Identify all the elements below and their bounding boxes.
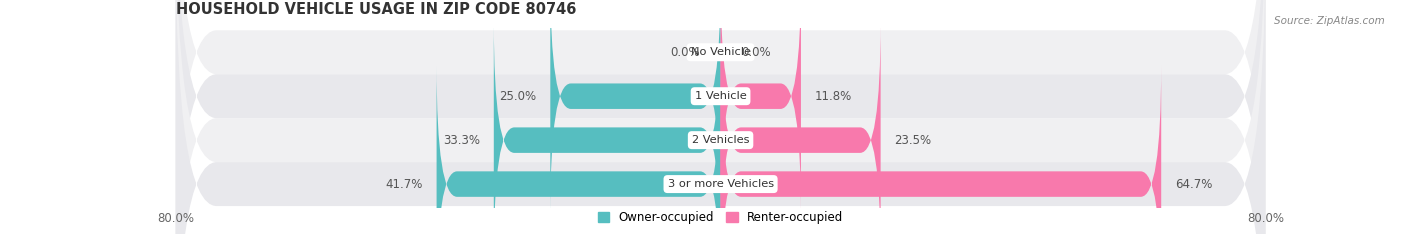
Text: 64.7%: 64.7%	[1175, 178, 1212, 190]
Text: 0.0%: 0.0%	[741, 46, 770, 59]
FancyBboxPatch shape	[176, 0, 1265, 234]
FancyBboxPatch shape	[176, 0, 1265, 234]
FancyBboxPatch shape	[721, 0, 801, 215]
Text: 0.0%: 0.0%	[671, 46, 700, 59]
FancyBboxPatch shape	[176, 0, 1265, 234]
FancyBboxPatch shape	[550, 0, 721, 215]
Text: HOUSEHOLD VEHICLE USAGE IN ZIP CODE 80746: HOUSEHOLD VEHICLE USAGE IN ZIP CODE 8074…	[176, 2, 576, 17]
Text: Source: ZipAtlas.com: Source: ZipAtlas.com	[1274, 16, 1385, 26]
Text: 3 or more Vehicles: 3 or more Vehicles	[668, 179, 773, 189]
Text: 23.5%: 23.5%	[894, 134, 931, 147]
Text: 25.0%: 25.0%	[499, 90, 537, 103]
Text: 11.8%: 11.8%	[814, 90, 852, 103]
Text: 41.7%: 41.7%	[385, 178, 423, 190]
Legend: Owner-occupied, Renter-occupied: Owner-occupied, Renter-occupied	[598, 211, 844, 224]
FancyBboxPatch shape	[494, 21, 721, 234]
Text: No Vehicle: No Vehicle	[690, 47, 751, 57]
Text: 33.3%: 33.3%	[443, 134, 481, 147]
FancyBboxPatch shape	[721, 21, 880, 234]
FancyBboxPatch shape	[721, 65, 1161, 234]
Text: 1 Vehicle: 1 Vehicle	[695, 91, 747, 101]
FancyBboxPatch shape	[176, 0, 1265, 234]
Text: 2 Vehicles: 2 Vehicles	[692, 135, 749, 145]
FancyBboxPatch shape	[437, 65, 721, 234]
